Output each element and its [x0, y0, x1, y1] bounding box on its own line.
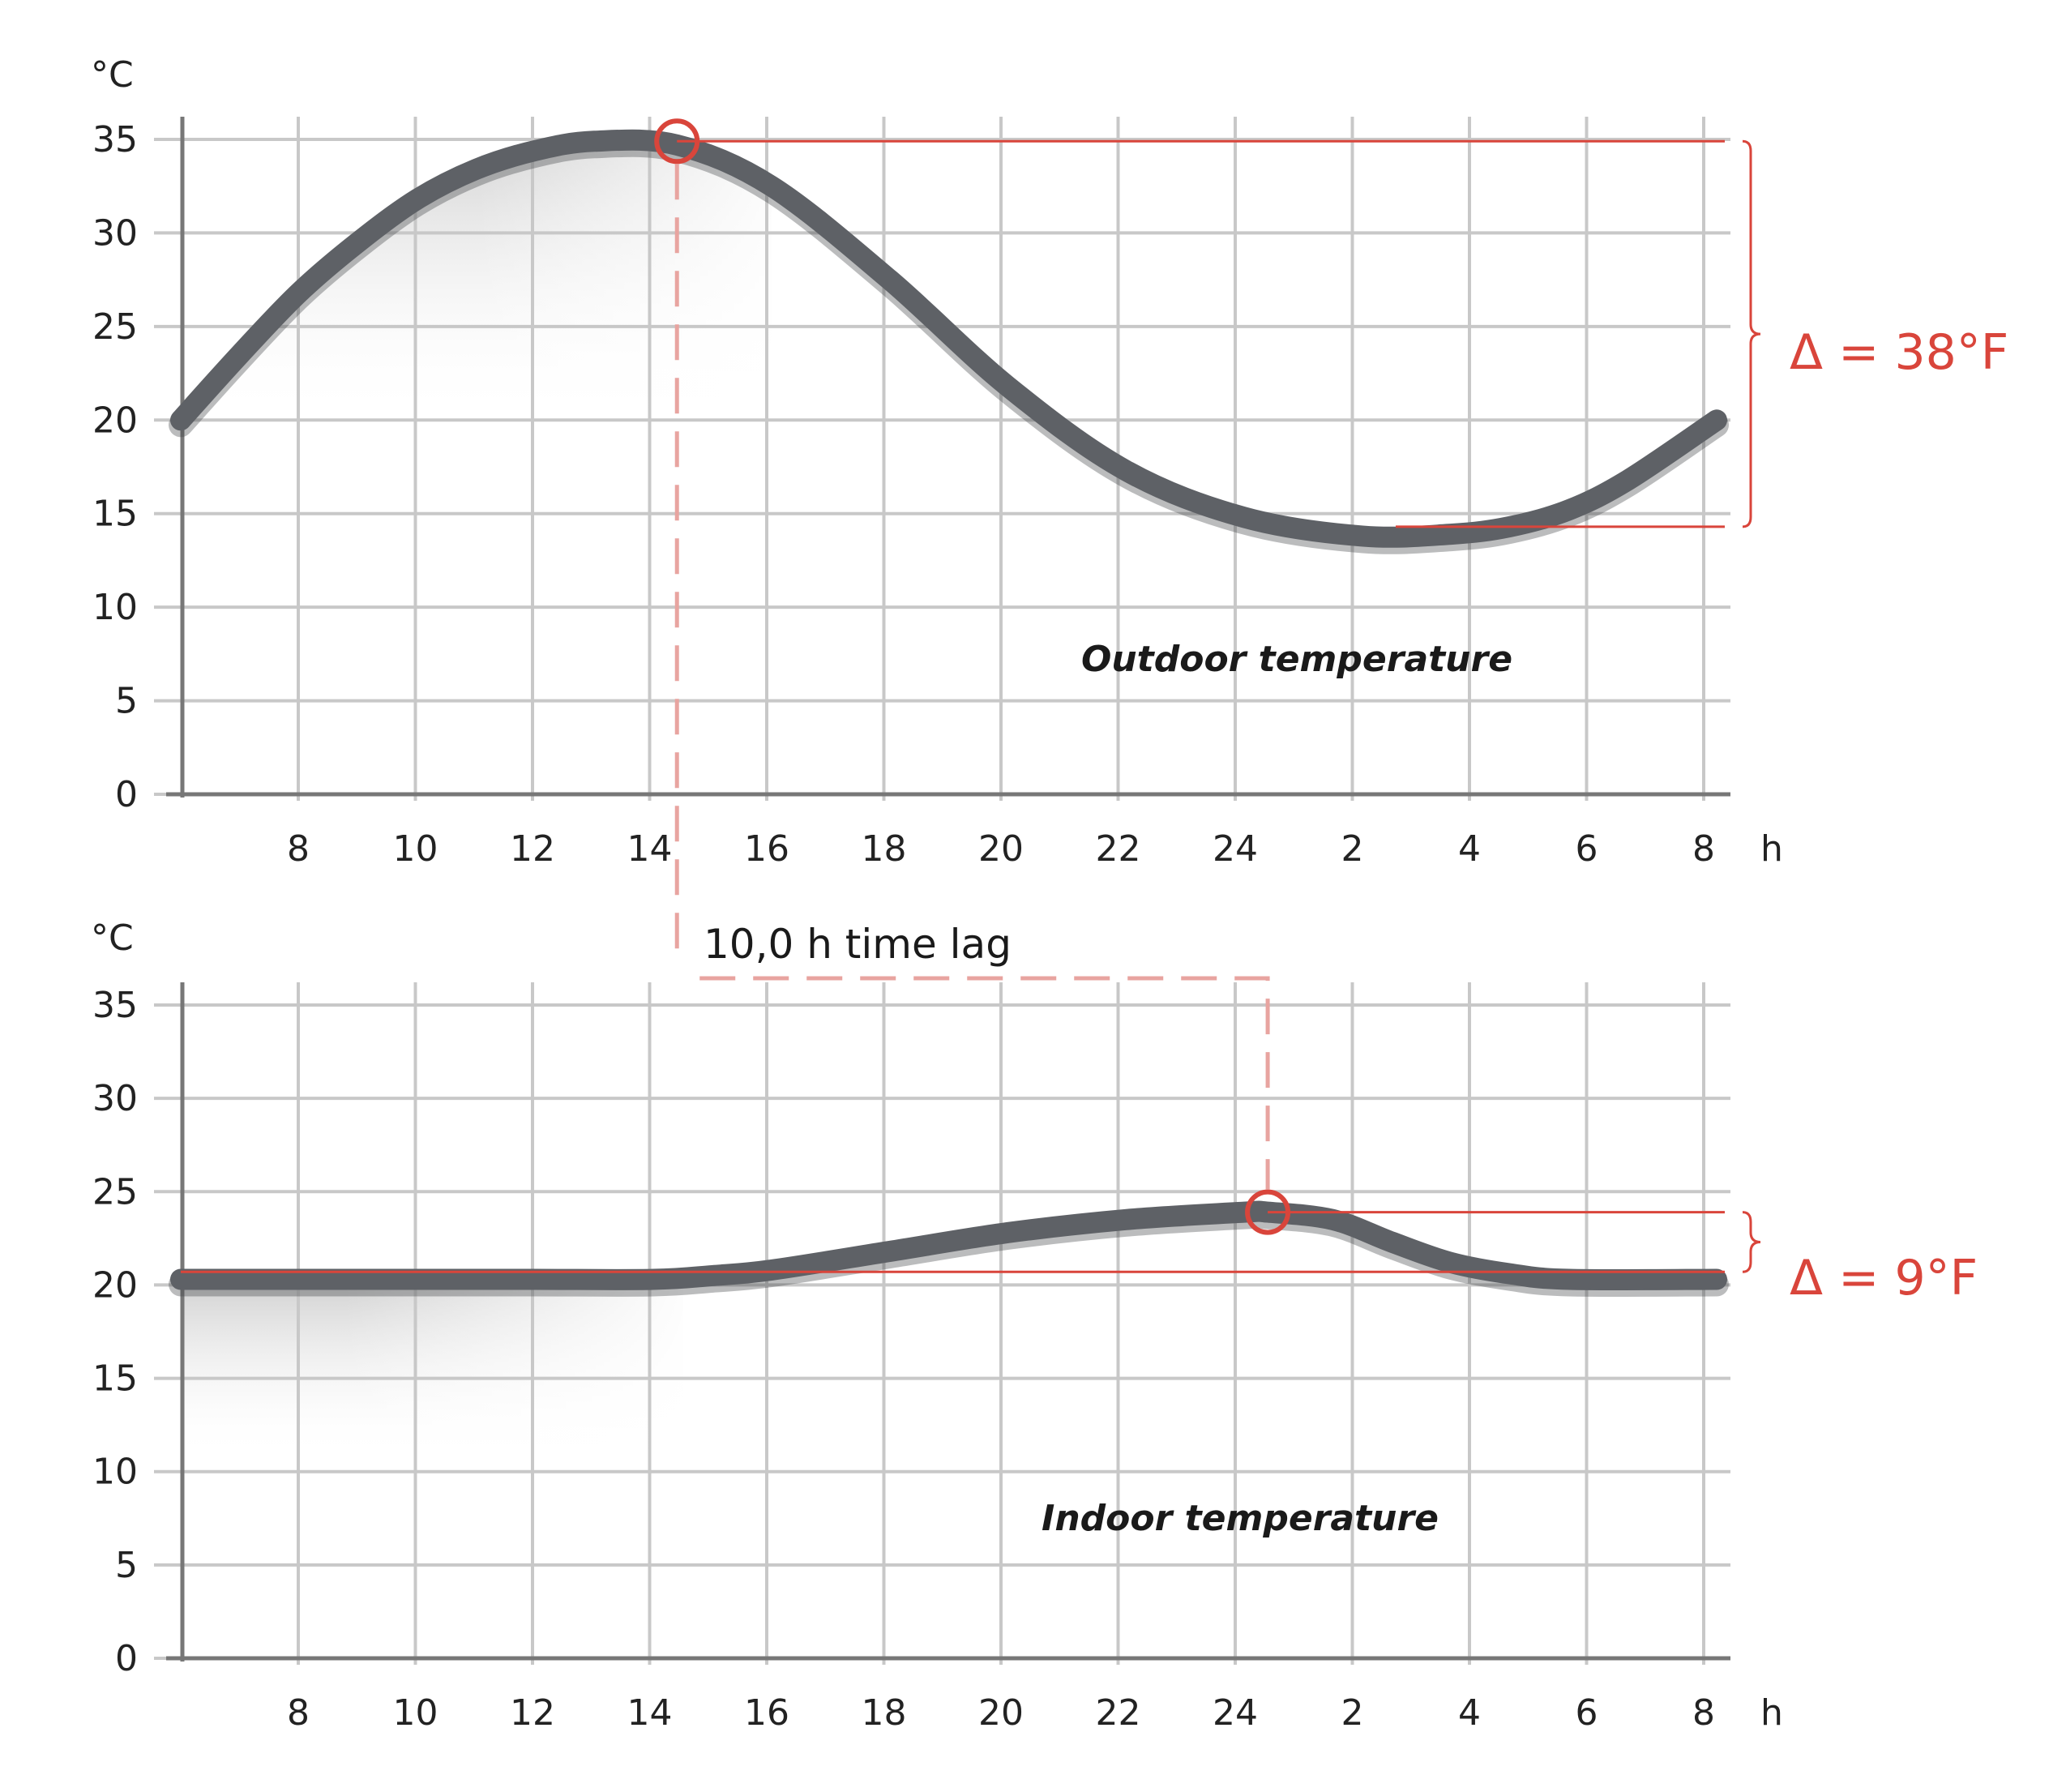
peak-marker: [654, 118, 700, 165]
y-tick-label: 15: [92, 1358, 138, 1400]
y-tick-label: 30: [92, 212, 138, 254]
y-tick-label: 35: [92, 985, 138, 1026]
y-axis-unit: °C: [91, 54, 134, 96]
x-tick-label: 12: [510, 828, 555, 870]
y-tick-label: 0: [115, 774, 138, 815]
y-tick-label: 5: [115, 681, 138, 722]
x-tick-label: 2: [1341, 828, 1364, 870]
y-tick-label: 35: [92, 119, 138, 160]
x-tick-label: 4: [1458, 828, 1481, 870]
x-tick-label: 8: [1692, 1692, 1715, 1734]
chart-title: Indoor temperature: [1042, 1498, 1439, 1539]
x-tick-label: 20: [978, 828, 1024, 870]
x-tick-label: 2: [1341, 1692, 1364, 1734]
series-line: [170, 129, 1727, 548]
x-tick-label: 18: [862, 1692, 907, 1734]
x-tick-label: 16: [744, 828, 789, 870]
y-tick-label: 25: [92, 306, 138, 348]
delta-label: Δ = 9°F: [1790, 1250, 1978, 1307]
x-tick-label: 6: [1576, 828, 1598, 870]
x-tick-label: 8: [287, 828, 310, 870]
x-tick-label: 12: [510, 1692, 555, 1734]
x-tick-label: 24: [1213, 828, 1258, 870]
y-tick-label: 20: [92, 400, 138, 441]
x-tick-label: 10: [393, 1692, 438, 1734]
y-tick-label: 5: [115, 1545, 138, 1586]
chart-title: Outdoor temperature: [1081, 639, 1512, 680]
x-axis-unit: h: [1760, 1692, 1783, 1734]
y-tick-label: 10: [92, 1452, 138, 1493]
series-line: [170, 1200, 1727, 1291]
x-tick-label: 22: [1096, 828, 1141, 870]
y-axis-unit: °C: [91, 917, 134, 959]
x-tick-label: 20: [978, 1692, 1024, 1734]
x-tick-label: 24: [1213, 1692, 1258, 1734]
x-tick-label: 14: [627, 828, 673, 870]
y-tick-label: 30: [92, 1078, 138, 1119]
x-tick-label: 6: [1576, 1692, 1598, 1734]
x-tick-label: 16: [744, 1692, 789, 1734]
y-tick-label: 15: [92, 494, 138, 535]
y-tick-label: 20: [92, 1264, 138, 1306]
y-tick-label: 10: [92, 587, 138, 628]
range-bracket: [1742, 139, 1761, 528]
x-tick-label: 8: [1692, 828, 1715, 870]
x-tick-label: 4: [1458, 1692, 1481, 1734]
range-bracket: [1742, 1211, 1761, 1273]
x-tick-label: 10: [393, 828, 438, 870]
y-tick-label: 0: [115, 1638, 138, 1679]
delta-label: Δ = 38°F: [1790, 324, 2008, 381]
x-tick-label: 14: [627, 1692, 673, 1734]
y-tick-label: 25: [92, 1171, 138, 1212]
time-lag-overlay: 10,0 h time lag: [674, 164, 1270, 1190]
shade-fade: [343, 1279, 699, 1458]
time-lag-label: 10,0 h time lag: [704, 921, 1012, 968]
x-tick-label: 8: [287, 1692, 310, 1734]
peak-marker: [1245, 1189, 1291, 1235]
x-tick-label: 18: [862, 828, 907, 870]
x-tick-label: 22: [1096, 1692, 1141, 1734]
lag-dash-connector: [699, 976, 1270, 1190]
x-axis-unit: h: [1760, 828, 1783, 870]
